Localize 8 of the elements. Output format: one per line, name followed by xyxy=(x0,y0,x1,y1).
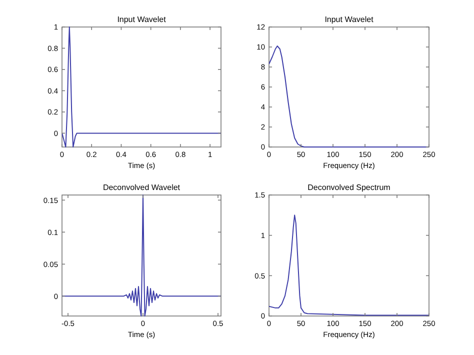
chart-title: Deconvolved Spectrum xyxy=(308,183,391,192)
line-series xyxy=(62,194,221,316)
chart-title: Deconvolved Wavelet xyxy=(102,183,181,192)
chart-title: Input Wavelet xyxy=(117,15,167,24)
line-series xyxy=(269,214,429,316)
line-series xyxy=(62,26,221,148)
chart-title: Input Wavelet xyxy=(324,15,374,24)
line-series xyxy=(269,46,429,148)
